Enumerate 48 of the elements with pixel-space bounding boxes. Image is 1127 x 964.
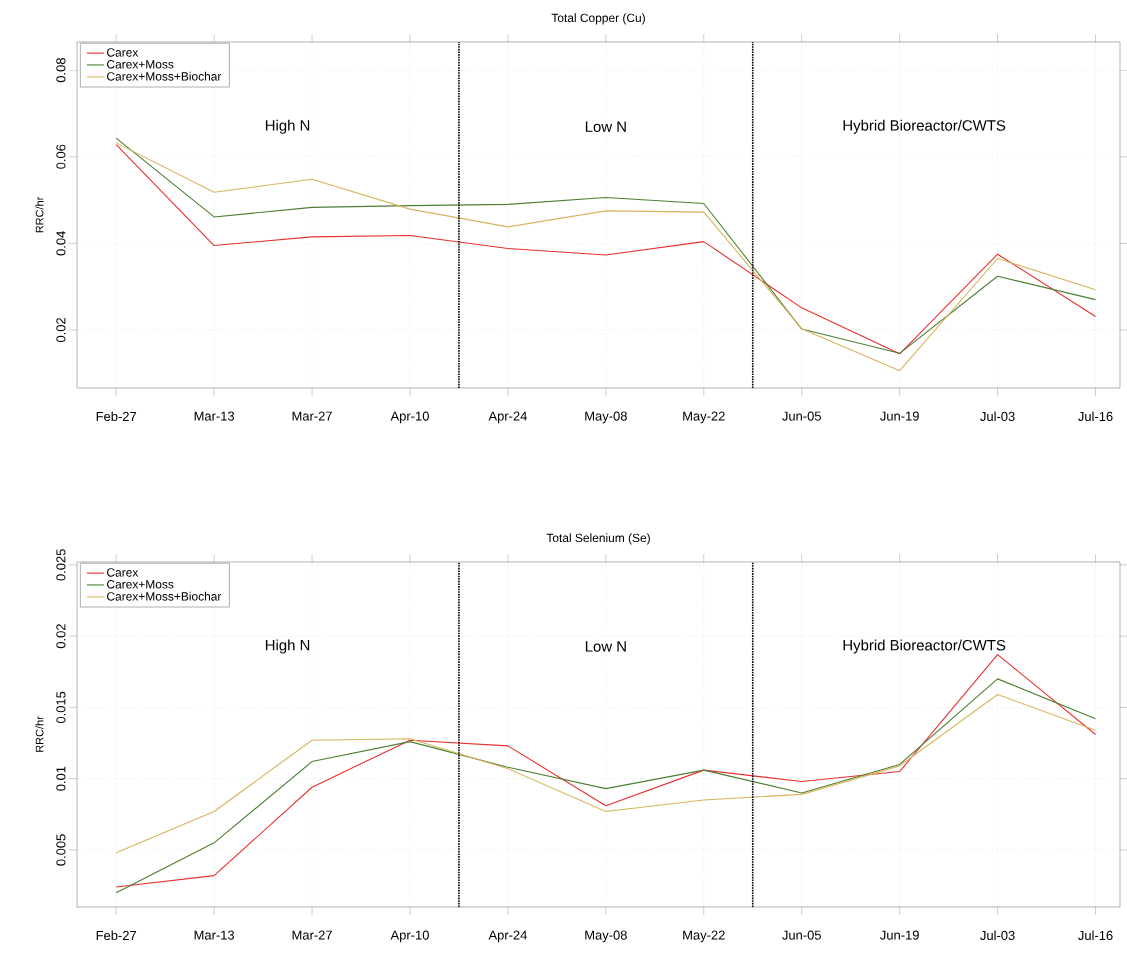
x-tick-label: Apr-24 [488, 411, 527, 424]
x-tick-label: Feb-27 [96, 411, 137, 422]
y-tick-label: 0.005 [56, 834, 66, 866]
annotation: High N [265, 119, 310, 134]
line-series [115, 694, 1097, 854]
x-tick-label: Mar-27 [292, 930, 332, 940]
legend-label: Carex [107, 568, 139, 577]
annotation: Hybrid Bioreactor/CWTS [843, 119, 1006, 134]
x-tick-label: May-22 [683, 930, 725, 943]
x-tick-label: May-08 [585, 411, 627, 424]
annotation: Hybrid Bioreactor/CWTS [843, 639, 1006, 654]
x-tick-label: Mar-27 [292, 411, 332, 421]
x-tick-label: Jun-05 [782, 411, 821, 421]
x-tick-label: Jun-05 [782, 930, 821, 940]
x-tick-label: May-22 [683, 411, 725, 424]
y-tick-label: 0.06 [56, 144, 66, 169]
x-tick-label: Jul-16 [1078, 411, 1113, 422]
annotation: Low N [585, 641, 626, 652]
x-tick-label: Jul-03 [980, 411, 1015, 422]
y-tick-label: 0.02 [56, 318, 66, 343]
x-tick-label: Jun-19 [880, 411, 919, 421]
annotation: High N [265, 639, 310, 654]
x-tick-label: Jun-19 [880, 930, 919, 940]
chart-title: Total Selenium (Se) [546, 533, 650, 545]
x-tick-label: Jul-03 [980, 930, 1015, 941]
legend-label: Carex+Moss+Biochar [107, 71, 222, 81]
x-tick-label: Apr-24 [488, 930, 527, 943]
x-tick-label: Apr-10 [390, 930, 429, 943]
y-axis-title: RRC/hr [35, 716, 44, 752]
y-tick-label: 0.08 [56, 58, 66, 83]
y-tick-label: 0.025 [56, 549, 66, 581]
y-tick-label: 0.04 [56, 231, 66, 256]
legend-label: Carex [107, 48, 139, 57]
y-tick-label: 0.02 [56, 624, 66, 649]
x-tick-label: Apr-10 [390, 411, 429, 424]
x-tick-label: May-08 [585, 930, 627, 943]
legend-label: Carex+Moss [107, 60, 174, 69]
annotation: Low N [585, 121, 626, 132]
legend-label: Carex+Moss+Biochar [107, 591, 222, 601]
x-tick-label: Jul-16 [1078, 930, 1113, 941]
y-axis-title: RRC/hr [35, 196, 44, 233]
x-tick-label: Feb-27 [96, 930, 137, 941]
y-tick-label: 0.015 [56, 691, 66, 724]
chart-title: Total Copper (Cu) [551, 13, 645, 25]
y-tick-label: 0.01 [56, 766, 66, 791]
x-tick-label: Mar-13 [194, 930, 235, 940]
x-tick-label: Mar-13 [194, 411, 235, 421]
legend-label: Carex+Moss [107, 580, 174, 589]
